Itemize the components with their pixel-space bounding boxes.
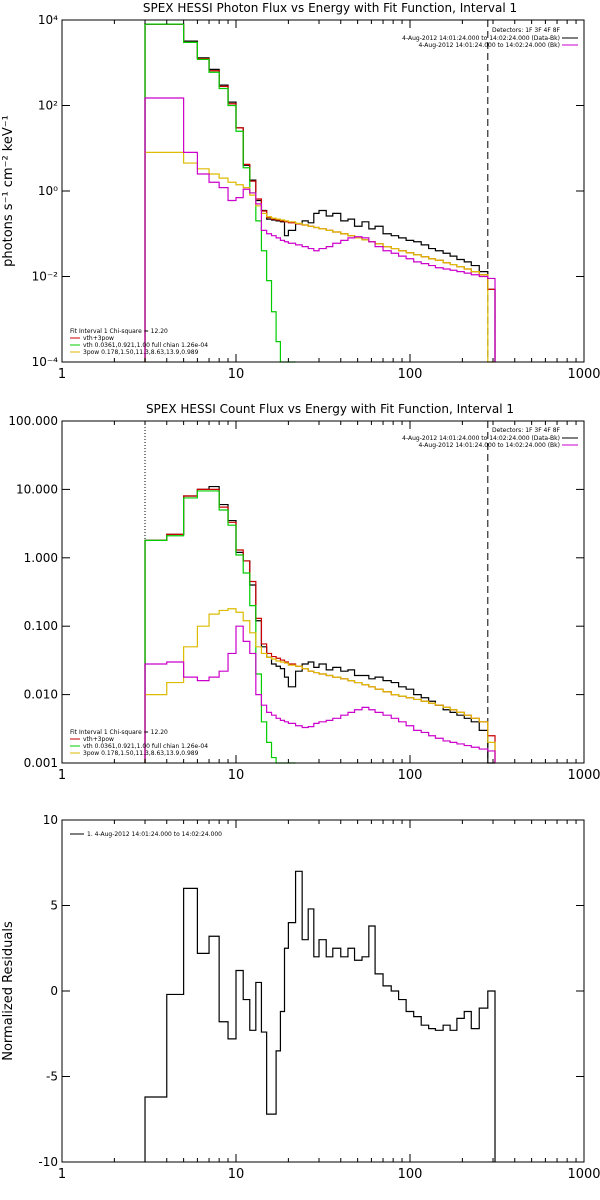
- legend-header: Fit Interval 1 Chi-square = 12.20: [70, 729, 168, 736]
- x-tick-label: 1000: [567, 1167, 600, 1182]
- residuals-panel: 1 10 100 1000 -10 -5 0 5 10 Normalized Residual…: [1, 813, 600, 1182]
- y-tick-label: 10⁴: [38, 13, 58, 27]
- y-tick-label: 0.001: [24, 756, 58, 770]
- y-tick-label: -10: [38, 1155, 58, 1169]
- series-3pow: [144, 608, 496, 763]
- x-tick-label: 1000: [567, 367, 600, 382]
- legend-header: Fit Interval 1 Chi-square = 12.20: [70, 328, 168, 335]
- y-tick-label: -5: [46, 1070, 58, 1084]
- count-flux-panel: SPEX HESSI Count Flux vs Energy with Fit…: [8, 402, 600, 783]
- x-tick-label: 100: [398, 768, 423, 783]
- legend-item: vth 0.0361,0.921,1.00 full chian 1.26e-0…: [83, 743, 208, 750]
- legend-bottom-left: Fit Interval 1 Chi-square = 12.20 vth+3p…: [70, 328, 208, 356]
- legend-item: 3pow 0.178,1.50,11.3,8.63,13.9,0.989: [83, 750, 199, 757]
- y-tick-label: 100.000: [8, 414, 58, 428]
- plot-frame: [61, 420, 585, 764]
- y-tick-label: 5: [50, 899, 58, 913]
- x-tick-label: 1: [58, 367, 66, 382]
- legend-header: Detectors: 1F 3F 4F 8F: [492, 427, 561, 434]
- legend-item: vth+3pow: [83, 736, 114, 743]
- legend-item: 4-Aug-2012 14:01:24.000 to 14:02:24.000 …: [402, 435, 560, 442]
- x-tick-label: 1000: [567, 768, 600, 783]
- plot-frame: [61, 819, 585, 1163]
- series-vth-3pow: [144, 23, 496, 362]
- series-1-4-aug-2012-14-01-24-000-to-14-02-24-000: [144, 870, 496, 1162]
- y-tick-label: 10.000: [16, 482, 58, 496]
- chart-title: SPEX HESSI Photon Flux vs Energy with Fi…: [143, 1, 517, 15]
- series-bk: [144, 97, 496, 362]
- y-axis-label: Normalized Residuals: [1, 921, 16, 1061]
- legend-item: 4-Aug-2012 14:01:24.000 to 14:02:24.000 …: [402, 35, 560, 42]
- series-bk: [144, 625, 496, 763]
- series-data-bk: [144, 23, 496, 362]
- legend-bottom-left: Fit Interval 1 Chi-square = 12.20 vth+3p…: [70, 729, 208, 757]
- y-tick-label: 0.100: [24, 619, 58, 633]
- x-tick-label: 10: [228, 768, 245, 783]
- legend-item: 4-Aug-2012 14:01:24.000 to 14:02:24.000 …: [418, 442, 560, 449]
- legend-item: 3pow 0.178,1.50,11.3,8.63,13.9,0.989: [83, 349, 199, 356]
- legend-top-right: Detectors: 1F 3F 4F 8F 4-Aug-2012 14:01:…: [402, 427, 578, 449]
- y-tick-label: 10⁰: [38, 184, 58, 198]
- series-vth: [144, 490, 296, 764]
- legend-item: vth 0.0361,0.921,1.00 full chian 1.26e-0…: [83, 342, 208, 349]
- x-tick-label: 100: [398, 1167, 423, 1182]
- legend-header: Detectors: 1F 3F 4F 8F: [492, 27, 561, 34]
- series-vth: [144, 23, 296, 363]
- x-tick-label: 10: [228, 1167, 245, 1182]
- legend-item: 1. 4-Aug-2012 14:01:24.000 to 14:02:24.0…: [87, 831, 222, 838]
- x-tick-label: 1: [58, 1167, 66, 1182]
- legend-top-right: Detectors: 1F 3F 4F 8F 4-Aug-2012 14:01:…: [402, 27, 578, 49]
- plot-frame: [61, 19, 585, 363]
- y-tick-label: 0: [50, 984, 58, 998]
- series-3pow: [144, 151, 496, 363]
- x-tick-label: 1: [58, 768, 66, 783]
- y-tick-label: 10⁻²: [32, 270, 59, 284]
- legend-item: vth+3pow: [83, 335, 114, 342]
- y-tick-label: 10⁻⁴: [32, 355, 59, 369]
- chart-title: SPEX HESSI Count Flux vs Energy with Fit…: [146, 402, 514, 416]
- legend-top-left: 1. 4-Aug-2012 14:01:24.000 to 14:02:24.0…: [70, 831, 222, 838]
- y-tick-label: 1.000: [24, 551, 58, 565]
- y-axis-label: photons s⁻¹ cm⁻² keV⁻¹: [1, 115, 16, 267]
- y-tick-label: 0.010: [24, 688, 58, 702]
- x-tick-label: 10: [228, 367, 245, 382]
- y-tick-label: 10: [43, 813, 58, 827]
- y-tick-label: 10²: [38, 99, 58, 113]
- photon-flux-panel: SPEX HESSI Photon Flux vs Energy with Fi…: [1, 1, 600, 382]
- legend-item: 4-Aug-2012 14:01:24.000 to 14:02:24.000 …: [418, 42, 560, 49]
- x-tick-label: 100: [398, 367, 423, 382]
